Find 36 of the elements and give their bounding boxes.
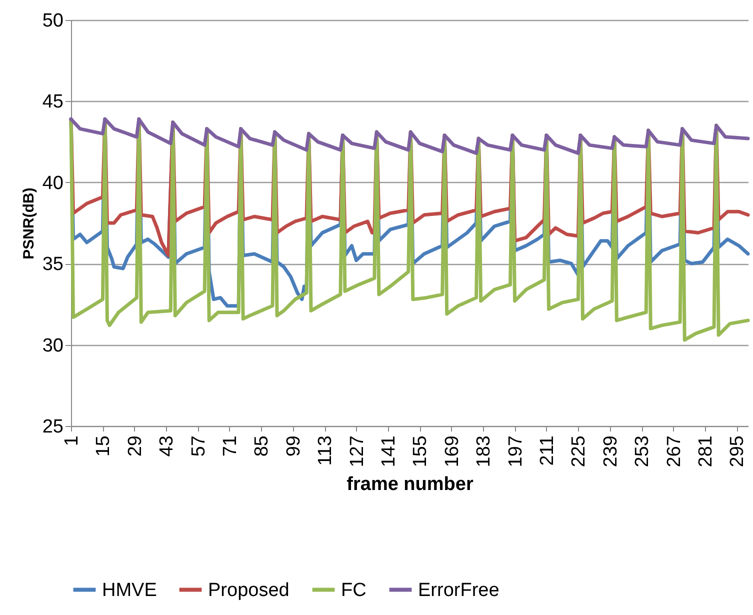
x-tick-label: 225 [568, 436, 590, 468]
legend-label: ErrorFree [418, 580, 500, 601]
x-tick-label: 99 [283, 436, 304, 457]
x-tick-label: 29 [124, 436, 146, 457]
y-tick-label: 35 [42, 254, 64, 276]
line-series [69, 117, 750, 342]
y-tick-label: 30 [42, 335, 64, 356]
legend-label: FC [341, 580, 366, 601]
x-tick-label: 127 [346, 436, 368, 468]
x-tick-label: 197 [505, 436, 526, 468]
x-tick-label: 183 [474, 436, 495, 468]
x-tick-label: 43 [156, 436, 178, 457]
legend-label: Proposed [208, 580, 290, 601]
x-tick-label: 169 [442, 436, 463, 468]
x-tick-label: 267 [664, 436, 685, 468]
x-tick-label: 15 [93, 436, 114, 457]
legend-label: HMVE [102, 580, 157, 601]
line-series [69, 117, 750, 155]
y-tick-label: 45 [42, 92, 64, 113]
y-axis-title: PSNR(dB) [20, 188, 38, 260]
x-tick-label: 253 [632, 436, 654, 468]
x-tick-label: 295 [727, 436, 748, 468]
y-tick-label: 25 [42, 416, 64, 438]
y-tick-label: 40 [42, 172, 64, 194]
x-tick-label: 71 [220, 436, 241, 457]
x-tick-label: 239 [600, 436, 622, 468]
x-tick-label: 281 [695, 436, 716, 468]
y-tick-label: 50 [42, 10, 64, 32]
x-tick-label: 1 [62, 436, 82, 446]
x-tick-label: 211 [536, 436, 558, 466]
x-tick-label: 113 [315, 436, 336, 466]
x-tick-label: 141 [378, 436, 400, 468]
x-tick-label: 57 [188, 436, 210, 457]
x-axis-title: frame number [346, 474, 474, 496]
x-tick-label: 155 [410, 436, 432, 468]
x-tick-label: 85 [252, 436, 273, 457]
